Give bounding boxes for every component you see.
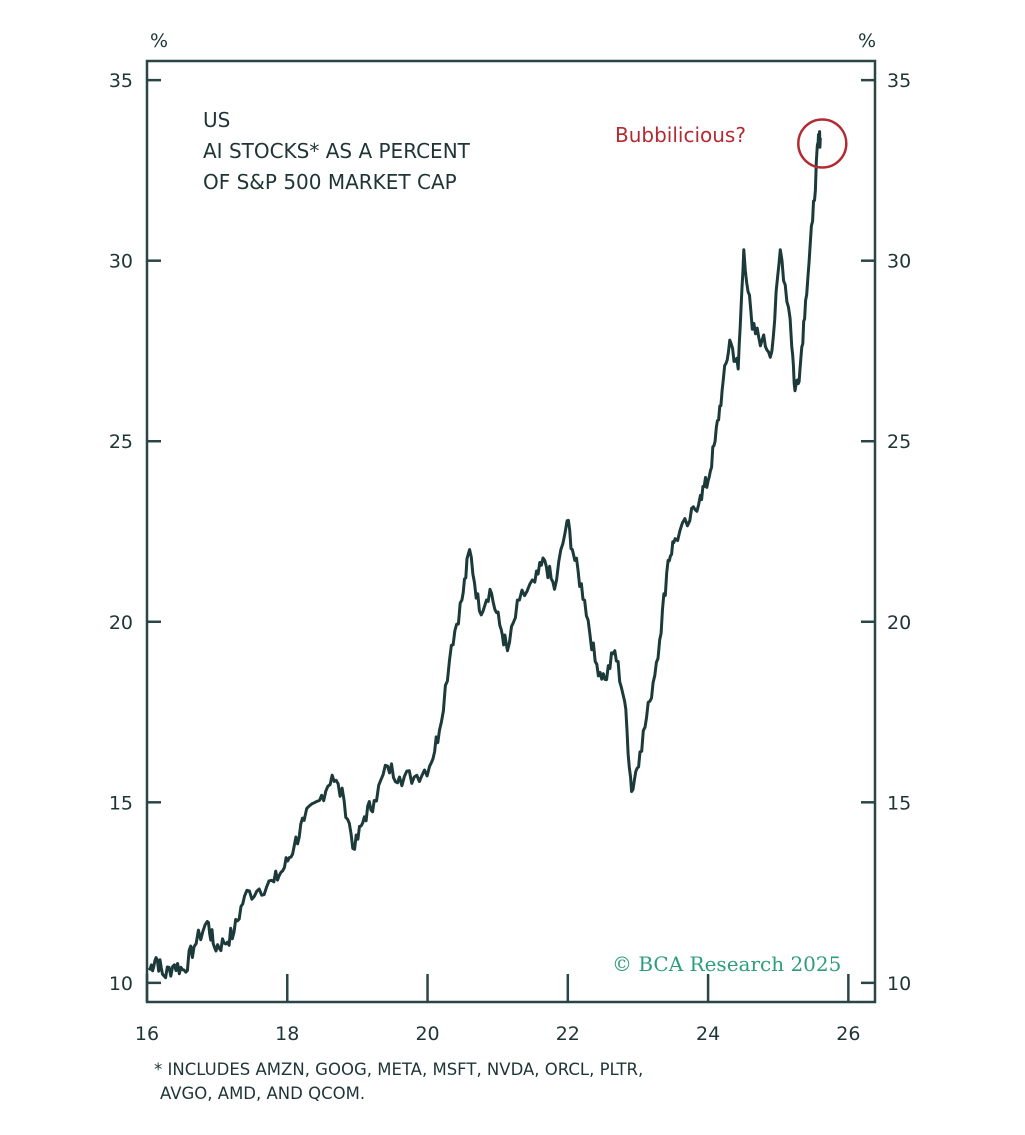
footnote-line-2: AVGO, AMD, AND QCOM. bbox=[160, 1084, 366, 1103]
chart-title-line-3: OF S&P 500 MARKET CAP bbox=[203, 170, 457, 194]
y-unit-right: % bbox=[858, 30, 876, 52]
annotation-circle bbox=[797, 118, 848, 169]
x-tick-label: 24 bbox=[696, 1023, 720, 1045]
plot-frame bbox=[145, 59, 877, 1004]
series-line bbox=[147, 130, 822, 980]
y-tick-label-right: 20 bbox=[887, 612, 911, 634]
x-axis: 16 18 20 22 24 26 bbox=[135, 974, 860, 1045]
y-tick-label-right: 30 bbox=[887, 251, 911, 273]
y-tick-label-right: 15 bbox=[887, 792, 911, 814]
y-tick-label-left: 10 bbox=[109, 973, 133, 995]
x-tick-label: 20 bbox=[415, 1023, 439, 1045]
x-tick-label: 16 bbox=[135, 1023, 159, 1045]
y-tick-label-left: 30 bbox=[109, 251, 133, 273]
y-tick-label-right: 10 bbox=[887, 973, 911, 995]
y-tick-label-left: 20 bbox=[109, 612, 133, 634]
chart-title-line-1: US bbox=[203, 108, 230, 132]
y-tick-label-left: 25 bbox=[109, 431, 133, 453]
y-tick-label-right: 35 bbox=[887, 70, 911, 92]
annotation-text: Bubbilicious? bbox=[615, 123, 746, 147]
y-unit-left: % bbox=[150, 30, 168, 52]
y-axis-right: 10 15 20 25 30 35 bbox=[861, 70, 911, 995]
x-tick-label: 22 bbox=[556, 1023, 580, 1045]
chart-title-line-2: AI STOCKS* AS A PERCENT bbox=[203, 139, 471, 163]
footnote-line-1: * INCLUDES AMZN, GOOG, META, MSFT, NVDA,… bbox=[154, 1060, 644, 1079]
watermark: © BCA Research 2025 bbox=[612, 952, 841, 976]
x-tick-label: 26 bbox=[836, 1023, 860, 1045]
y-tick-label-right: 25 bbox=[887, 431, 911, 453]
y-axis-left: 10 15 20 25 30 35 bbox=[109, 70, 161, 995]
x-tick-label: 18 bbox=[275, 1023, 299, 1045]
y-tick-label-left: 15 bbox=[109, 792, 133, 814]
footnote: * INCLUDES AMZN, GOOG, META, MSFT, NVDA,… bbox=[154, 1058, 860, 1106]
y-tick-label-left: 35 bbox=[109, 70, 133, 92]
